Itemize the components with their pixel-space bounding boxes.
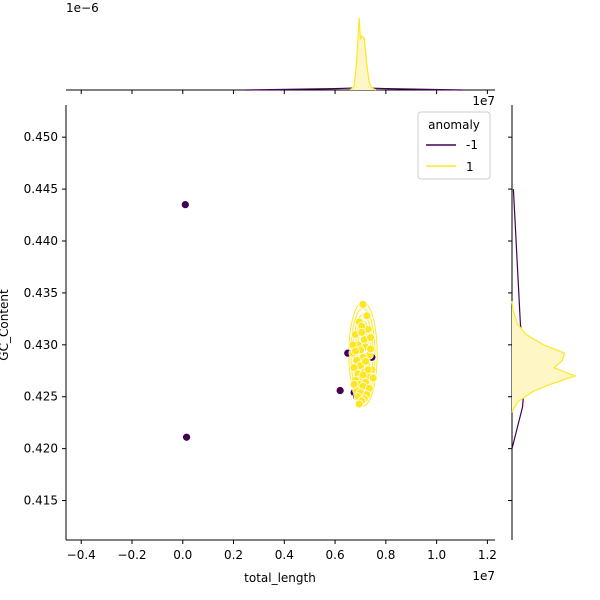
scatter-point-anomaly-neg1 bbox=[182, 432, 191, 442]
y-axis-label: GC_Content bbox=[0, 289, 11, 361]
scatter-point-anomaly-neg1 bbox=[180, 200, 190, 210]
top-marginal-density-1 bbox=[349, 17, 377, 91]
y-tick-label: 0.445 bbox=[24, 182, 58, 196]
scatter-point-anomaly-neg1 bbox=[335, 386, 345, 395]
y-tick-label: 0.435 bbox=[24, 286, 58, 300]
legend-label-anomaly-1: 1 bbox=[466, 160, 474, 174]
x-axis-label: total_length bbox=[244, 571, 316, 585]
scatter-point-anomaly-1 bbox=[354, 399, 364, 409]
scatter-point-anomaly-1 bbox=[368, 373, 378, 383]
y-tick-label: 0.430 bbox=[24, 338, 58, 352]
right-marginal-offset-label: 1e7 bbox=[472, 94, 495, 108]
x-tick-label: −0.4 bbox=[67, 548, 96, 562]
x-tick-label: 0.4 bbox=[275, 548, 294, 562]
x-offset-label: 1e7 bbox=[472, 569, 495, 583]
scatter-point-anomaly-1 bbox=[366, 333, 375, 342]
x-tick-label: −0.2 bbox=[117, 548, 146, 562]
scatter-point-anomaly-1 bbox=[366, 344, 375, 354]
right-marginal-plot: 1e7 bbox=[472, 94, 577, 540]
x-tick-label: 1.2 bbox=[478, 548, 497, 562]
legend-label-anomaly-neg1: -1 bbox=[466, 138, 478, 152]
y-tick-label: 0.450 bbox=[24, 130, 58, 144]
right-marginal-density-1 bbox=[511, 301, 577, 413]
y-tick-label: 0.440 bbox=[24, 234, 58, 248]
scatter-point-anomaly-1 bbox=[363, 365, 373, 375]
scatter-point-anomaly-1 bbox=[361, 357, 370, 366]
right-marginal-fill bbox=[512, 301, 575, 413]
x-tick-label: 0.8 bbox=[376, 548, 395, 562]
main-scatter-plot: −0.4 −0.2 0.0 0.2 0.4 0.6 0.8 1.0 1.2 0.415 0.420… bbox=[0, 105, 497, 585]
scatter-point-anomaly-1 bbox=[349, 379, 359, 389]
y-tick-label: 0.425 bbox=[24, 390, 58, 404]
x-tick-label: 1.0 bbox=[427, 548, 446, 562]
scatter-point-anomaly-1 bbox=[358, 299, 368, 309]
top-marginal-offset-label: 1e−6 bbox=[66, 1, 99, 15]
scatter-point-anomaly-1 bbox=[349, 363, 359, 373]
y-tick-label: 0.415 bbox=[24, 494, 58, 508]
legend-title: anomaly bbox=[428, 118, 480, 132]
top-marginal-plot: 1e−6 bbox=[66, 1, 495, 94]
scatter-point-anomaly-1 bbox=[357, 327, 367, 337]
x-tick-label: 0.2 bbox=[224, 548, 243, 562]
scatter-point-anomaly-1 bbox=[358, 370, 368, 380]
scatter-point-anomaly-1 bbox=[351, 346, 360, 356]
top-marginal-fill bbox=[350, 18, 376, 90]
x-tick-label: 0.0 bbox=[173, 548, 192, 562]
x-tick-label: 0.6 bbox=[326, 548, 345, 562]
legend: anomaly -1 1 bbox=[417, 111, 491, 180]
scatter-point-anomaly-1 bbox=[362, 311, 372, 321]
y-tick-label: 0.420 bbox=[24, 442, 58, 456]
